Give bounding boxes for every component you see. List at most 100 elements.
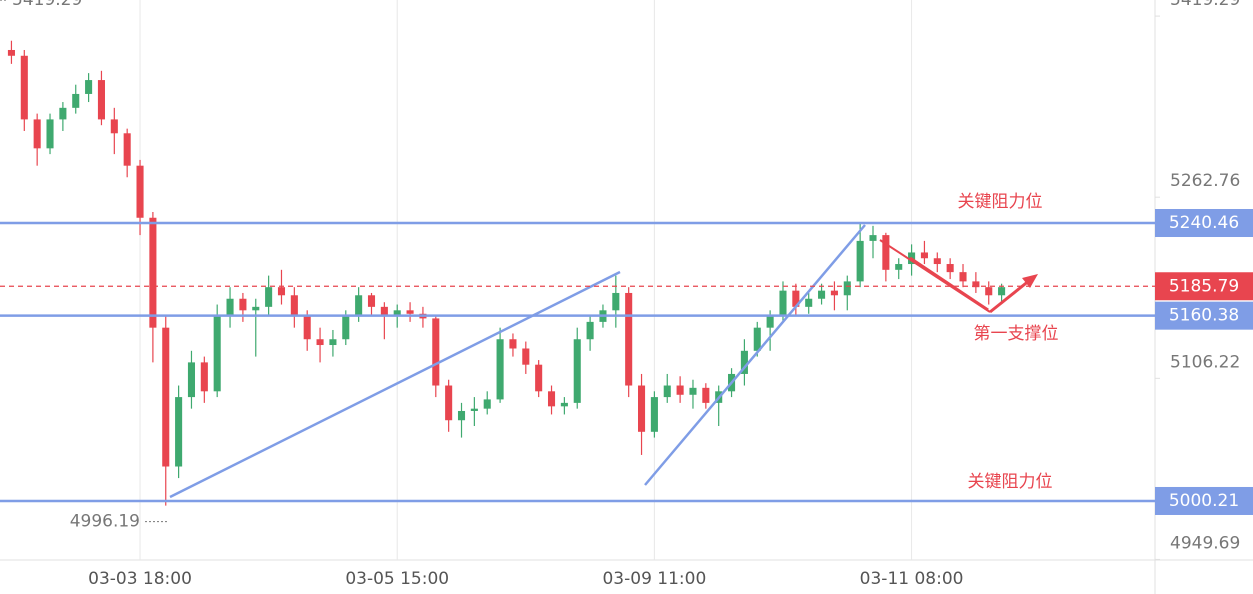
- candle-body: [33, 119, 41, 149]
- candle-body: [72, 93, 80, 108]
- candle-body: [766, 316, 774, 328]
- candle-body: [843, 281, 851, 296]
- annotation: 关键阻力位: [958, 192, 1043, 212]
- candle-body: [265, 287, 273, 307]
- y-tick-label: 5419.29: [1170, 0, 1240, 10]
- price-box: [1155, 209, 1253, 238]
- candle-body: [406, 310, 414, 314]
- candle-body: [342, 316, 350, 340]
- candle-body: [123, 133, 131, 166]
- candle-body: [393, 310, 401, 317]
- candle-body: [7, 49, 15, 56]
- candle-body: [432, 318, 440, 386]
- candle-body: [560, 402, 568, 407]
- candle-body: [792, 290, 800, 307]
- low-marker-label: 4996.19: [70, 512, 140, 532]
- candle-body: [20, 55, 28, 120]
- candle-body: [547, 391, 556, 407]
- drawings: [169, 224, 1038, 499]
- candle-body: [753, 327, 761, 351]
- candle-body: [625, 292, 633, 386]
- candle-body: [303, 316, 311, 340]
- candle-body: [663, 385, 671, 398]
- price-box-label: 5185.79: [1169, 276, 1239, 296]
- high-marker-label: 5419.29: [12, 0, 82, 10]
- trend-line: [169, 270, 621, 499]
- candle-body: [496, 339, 504, 400]
- candle-body: [483, 399, 491, 409]
- candle-body: [175, 397, 183, 467]
- candle-body: [702, 387, 710, 403]
- candle-body: [933, 258, 941, 265]
- candle-body: [367, 295, 376, 307]
- candle-body: [277, 287, 286, 296]
- price-box: [1155, 301, 1253, 330]
- candle-body: [457, 410, 466, 421]
- price-box-label: 5160.38: [1169, 306, 1239, 326]
- candle-body: [818, 290, 826, 299]
- x-tick-label: 03-03 18:00: [88, 569, 192, 589]
- x-tick-label: 03-09 11:00: [602, 569, 706, 589]
- candle-body: [638, 385, 646, 432]
- candle-body: [612, 292, 620, 311]
- x-tick-label: 03-11 08:00: [860, 569, 964, 589]
- candle-body: [959, 272, 967, 282]
- y-tick-label: 5106.22: [1170, 352, 1240, 372]
- candle-body: [187, 362, 196, 398]
- candle-body: [239, 298, 247, 311]
- candle-body: [445, 385, 453, 421]
- candle-body: [213, 316, 221, 392]
- candle-body: [586, 321, 594, 340]
- y-tick-label: 4949.69: [1170, 533, 1240, 553]
- annotation: 第一支撑位: [974, 324, 1059, 344]
- candle-body: [290, 295, 298, 317]
- candle-body: [805, 298, 813, 307]
- annotation: 关键阻力位: [968, 472, 1053, 492]
- candle-body: [895, 264, 903, 270]
- candle-body: [689, 387, 697, 395]
- candle-body: [316, 339, 324, 346]
- x-tick-label: 03-05 15:00: [345, 569, 449, 589]
- candle-body: [470, 408, 478, 411]
- candle-body: [535, 364, 543, 392]
- y-tick-label: 5262.76: [1170, 171, 1240, 191]
- candle-body: [59, 107, 67, 120]
- candle-body: [946, 264, 954, 273]
- candle-body: [985, 287, 993, 296]
- arrow-line: [989, 278, 1031, 314]
- candle-body: [740, 350, 748, 374]
- candle-body: [162, 327, 170, 467]
- candle-body: [97, 80, 105, 120]
- candle-body: [856, 240, 864, 282]
- price-box-label: 5240.46: [1169, 213, 1239, 233]
- candle-body: [882, 235, 890, 270]
- candle-body: [252, 306, 260, 311]
- candle-body: [200, 362, 208, 392]
- candle-body: [972, 281, 980, 288]
- candle-body: [329, 339, 337, 346]
- candle-body: [355, 295, 363, 317]
- candle-body: [380, 306, 388, 317]
- arrow-head: [1022, 274, 1038, 288]
- candle-body: [573, 339, 581, 403]
- candle-body: [998, 287, 1006, 296]
- candle-body: [650, 397, 658, 432]
- candle-body: [869, 235, 877, 241]
- candle-body: [149, 217, 157, 328]
- candle-body: [85, 80, 93, 94]
- candle-body: [676, 385, 684, 395]
- price-box: [1155, 272, 1253, 301]
- candle-body: [226, 298, 234, 317]
- candle-body: [136, 165, 144, 218]
- price-box: [1155, 486, 1253, 515]
- candle-body: [920, 252, 928, 259]
- candle-body: [46, 119, 54, 149]
- candle-body: [779, 290, 787, 317]
- candle-body: [522, 348, 530, 365]
- price-box-label: 5000.21: [1169, 491, 1239, 511]
- candle-body: [830, 290, 838, 296]
- arrow-line: [909, 256, 989, 312]
- trend-line: [644, 224, 866, 486]
- candle-body: [509, 339, 517, 349]
